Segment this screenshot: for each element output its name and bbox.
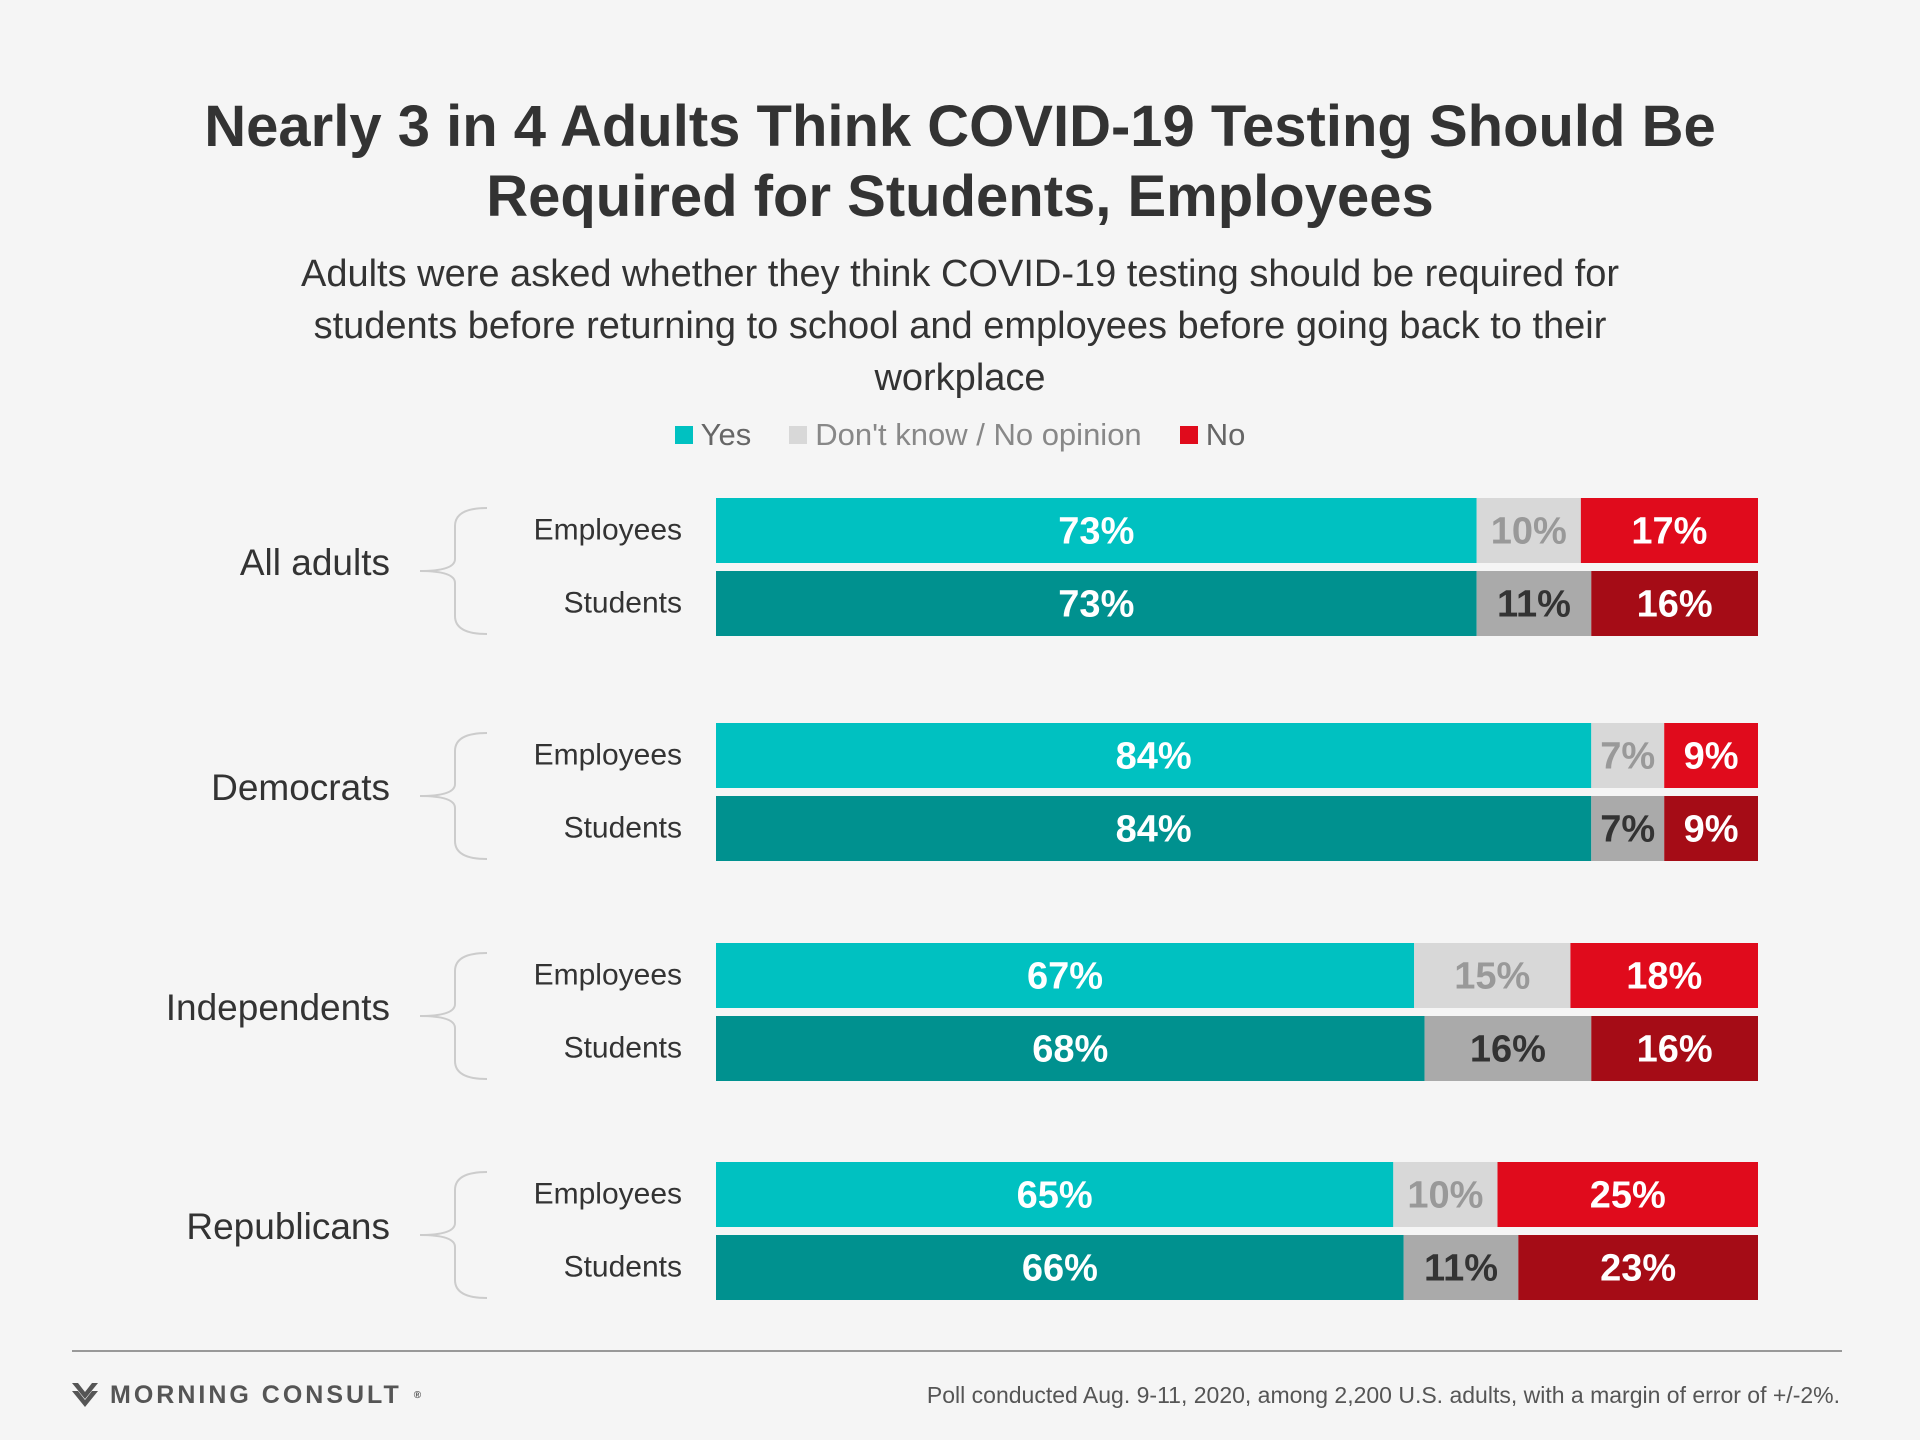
legend-item-yes: Yes <box>674 417 752 453</box>
group-label-democrats: Democrats <box>211 767 390 808</box>
data-label-republicans-employees-dont-know: 10% <box>1407 1175 1483 1217</box>
chart-title: Nearly 3 in 4 Adults Think COVID-19 Test… <box>0 92 1920 232</box>
data-label-democrats-students-yes: 84% <box>1116 809 1192 851</box>
bar-independents-students-dont-know <box>1424 1016 1592 1081</box>
bar-democrats-students-no <box>1664 796 1758 861</box>
data-label-republicans-employees-no: 25% <box>1590 1175 1666 1217</box>
row-label-all-adults-students: Students <box>564 587 682 620</box>
data-label-all-adults-employees-yes: 73% <box>1058 511 1134 553</box>
data-label-all-adults-students-dont-know: 11% <box>1497 584 1571 626</box>
data-label-all-adults-students-no: 16% <box>1637 584 1713 626</box>
bar-democrats-employees-no <box>1664 723 1758 788</box>
row-label-all-adults-employees: Employees <box>534 514 682 547</box>
bar-all-adults-employees-no <box>1580 498 1758 563</box>
data-label-independents-students-yes: 68% <box>1032 1029 1108 1071</box>
group-label-republicans: Republicans <box>186 1206 390 1247</box>
data-label-all-adults-employees-dont-know: 10% <box>1491 511 1567 553</box>
footer-divider <box>72 1350 1842 1352</box>
data-label-independents-employees-dont-know: 15% <box>1454 956 1530 998</box>
bar-independents-employees-no <box>1570 943 1758 1008</box>
bar-republicans-employees-no <box>1497 1162 1758 1227</box>
data-label-independents-employees-yes: 67% <box>1027 956 1103 998</box>
data-label-independents-students-no: 16% <box>1637 1029 1713 1071</box>
bar-democrats-students-yes <box>716 796 1592 861</box>
group-brace-democrats <box>419 732 488 860</box>
row-label-democrats-students: Students <box>564 812 682 845</box>
legend-label-yes: Yes <box>700 417 752 452</box>
legend-label-no: No <box>1205 417 1246 452</box>
data-label-democrats-employees-yes: 84% <box>1116 736 1192 778</box>
chart-title-line-1: Nearly 3 in 4 Adults Think COVID-19 Test… <box>204 94 1716 159</box>
bar-democrats-employees-dont-know <box>1591 723 1665 788</box>
bar-independents-students-yes <box>716 1016 1425 1081</box>
legend-item-no: No <box>1179 417 1246 453</box>
data-label-republicans-students-yes: 66% <box>1022 1248 1098 1290</box>
bar-all-adults-students-yes <box>716 571 1477 636</box>
chart-subtitle-line-2: students before returning to school and … <box>313 305 1607 347</box>
brand-name: MORNING CONSULT <box>110 1380 402 1409</box>
legend-swatch-yes <box>674 426 693 444</box>
bar-republicans-students-yes <box>716 1235 1404 1300</box>
chart-subtitle: Adults were asked whether they think COV… <box>160 248 1760 404</box>
legend-item-dont-know: Don't know / No opinion <box>789 417 1142 453</box>
bar-democrats-employees-yes <box>716 723 1592 788</box>
legend-swatch-dont-know <box>789 426 808 444</box>
group-label-all-adults: All adults <box>240 542 390 583</box>
data-label-independents-students-dont-know: 16% <box>1470 1029 1546 1071</box>
brand-trademark: ® <box>413 1389 422 1401</box>
row-label-republicans-students: Students <box>564 1251 682 1284</box>
chart-title-line-2: Required for Students, Employees <box>486 164 1434 229</box>
data-label-independents-employees-no: 18% <box>1626 956 1702 998</box>
morning-consult-logo-icon <box>72 1383 98 1407</box>
data-label-all-adults-employees-no: 17% <box>1631 511 1707 553</box>
legend-swatch-no <box>1179 426 1198 444</box>
data-label-republicans-students-dont-know: 11% <box>1424 1248 1498 1290</box>
bar-republicans-students-no <box>1518 1235 1758 1300</box>
bar-all-adults-students-no <box>1591 571 1758 636</box>
footer-note: Poll conducted Aug. 9-11, 2020, among 2,… <box>926 1382 1840 1408</box>
bar-independents-employees-dont-know <box>1414 943 1571 1008</box>
data-label-democrats-employees-dont-know: 7% <box>1600 736 1655 778</box>
row-label-democrats-employees: Employees <box>534 739 682 772</box>
legend-label-dont-know: Don't know / No opinion <box>815 417 1142 452</box>
bar-republicans-students-dont-know <box>1403 1235 1519 1300</box>
data-label-democrats-employees-no: 9% <box>1684 736 1739 778</box>
bar-republicans-employees-yes <box>716 1162 1394 1227</box>
data-label-democrats-students-dont-know: 7% <box>1600 809 1655 851</box>
bar-independents-students-no <box>1591 1016 1758 1081</box>
data-label-republicans-students-no: 23% <box>1600 1248 1676 1290</box>
data-label-all-adults-students-yes: 73% <box>1058 584 1134 626</box>
bar-all-adults-employees-dont-know <box>1476 498 1581 563</box>
data-label-republicans-employees-yes: 65% <box>1017 1175 1093 1217</box>
bar-independents-employees-yes <box>716 943 1415 1008</box>
row-label-independents-employees: Employees <box>534 959 682 992</box>
data-label-democrats-students-no: 9% <box>1684 809 1739 851</box>
group-brace-independents <box>419 952 488 1080</box>
bar-all-adults-employees-yes <box>716 498 1477 563</box>
group-label-independents: Independents <box>166 987 390 1028</box>
row-label-independents-students: Students <box>564 1032 682 1065</box>
group-brace-all-adults <box>419 507 488 635</box>
bar-republicans-employees-dont-know <box>1393 1162 1498 1227</box>
bar-all-adults-students-dont-know <box>1476 571 1592 636</box>
group-brace-republicans <box>419 1171 488 1299</box>
chart-subtitle-line-1: Adults were asked whether they think COV… <box>300 253 1620 295</box>
brand-logo: MORNING CONSULT ® <box>72 1380 421 1410</box>
chart-subtitle-line-3: workplace <box>874 357 1046 399</box>
bar-democrats-students-dont-know <box>1591 796 1665 861</box>
legend: Yes Don't know / No opinion No <box>0 415 1920 455</box>
row-label-republicans-employees: Employees <box>534 1178 682 1211</box>
